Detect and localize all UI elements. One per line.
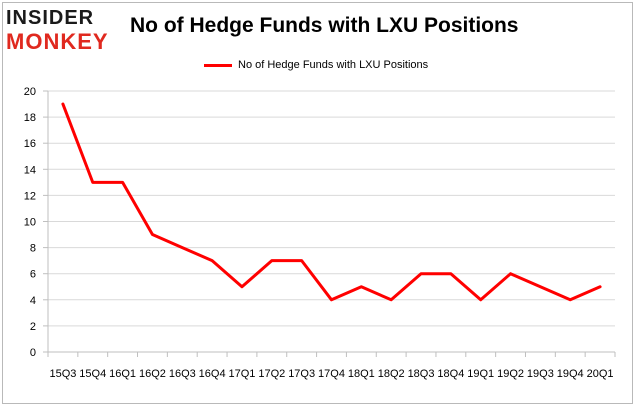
- logo-line-2: MONKEY: [6, 29, 109, 54]
- x-tick-label: 15Q4: [79, 368, 106, 380]
- chart-legend: No of Hedge Funds with LXU Positions: [204, 57, 428, 73]
- x-tick-label: 20Q1: [587, 368, 614, 380]
- x-tick-label: 17Q3: [288, 368, 315, 380]
- chart-title: No of Hedge Funds with LXU Positions: [130, 14, 519, 37]
- x-tick-label: 16Q2: [139, 368, 166, 380]
- x-tick-label: 16Q4: [199, 368, 226, 380]
- y-tick-label: 2: [30, 321, 36, 333]
- x-tick-label: 19Q2: [497, 368, 524, 380]
- x-tick-label: 18Q3: [408, 368, 435, 380]
- legend-label: No of Hedge Funds with LXU Positions: [238, 59, 429, 71]
- y-tick-label: 10: [24, 217, 36, 229]
- y-tick-labels: 0 2 4 6 8 10 12 14 16 18 20: [24, 86, 36, 359]
- x-tick-label: 18Q4: [437, 368, 464, 380]
- x-tick-label: 17Q4: [318, 368, 345, 380]
- insider-monkey-logo: INSIDER MONKEY: [6, 8, 118, 54]
- gridlines: [48, 90, 615, 327]
- x-tick-label: 15Q3: [49, 368, 76, 380]
- y-tick-label: 14: [24, 164, 36, 176]
- series-line: [61, 102, 602, 302]
- y-tick-label: 0: [30, 347, 36, 359]
- x-tick-label: 17Q1: [229, 368, 256, 380]
- y-tick-label: 8: [30, 243, 36, 255]
- x-tick-label: 16Q1: [109, 368, 136, 380]
- x-tick-label: 19Q3: [527, 368, 554, 380]
- x-tick-label: 16Q3: [169, 368, 196, 380]
- x-tick-label: 18Q2: [378, 368, 405, 380]
- series-layer: [61, 102, 602, 302]
- chart-frame: [2, 2, 633, 404]
- y-tick-label: 4: [30, 295, 36, 307]
- y-tick-label: 6: [30, 269, 36, 281]
- axes: [43, 90, 616, 357]
- x-tick-label: 17Q2: [258, 368, 285, 380]
- logo-line-1: INSIDER: [6, 7, 95, 29]
- y-tick-label: 12: [24, 190, 36, 202]
- x-tick-label: 18Q1: [348, 368, 375, 380]
- x-tick-label: 19Q1: [467, 368, 494, 380]
- x-tick-label: 19Q4: [557, 368, 584, 380]
- x-tick-labels: 15Q3 15Q4 16Q1 16Q2 16Q3 16Q4 17Q1 17Q2 17Q3 17Q4…: [49, 368, 613, 380]
- y-tick-label: 18: [24, 112, 36, 124]
- y-tick-label: 16: [24, 138, 36, 150]
- legend-swatch: [204, 63, 232, 67]
- y-tick-label: 20: [24, 86, 36, 98]
